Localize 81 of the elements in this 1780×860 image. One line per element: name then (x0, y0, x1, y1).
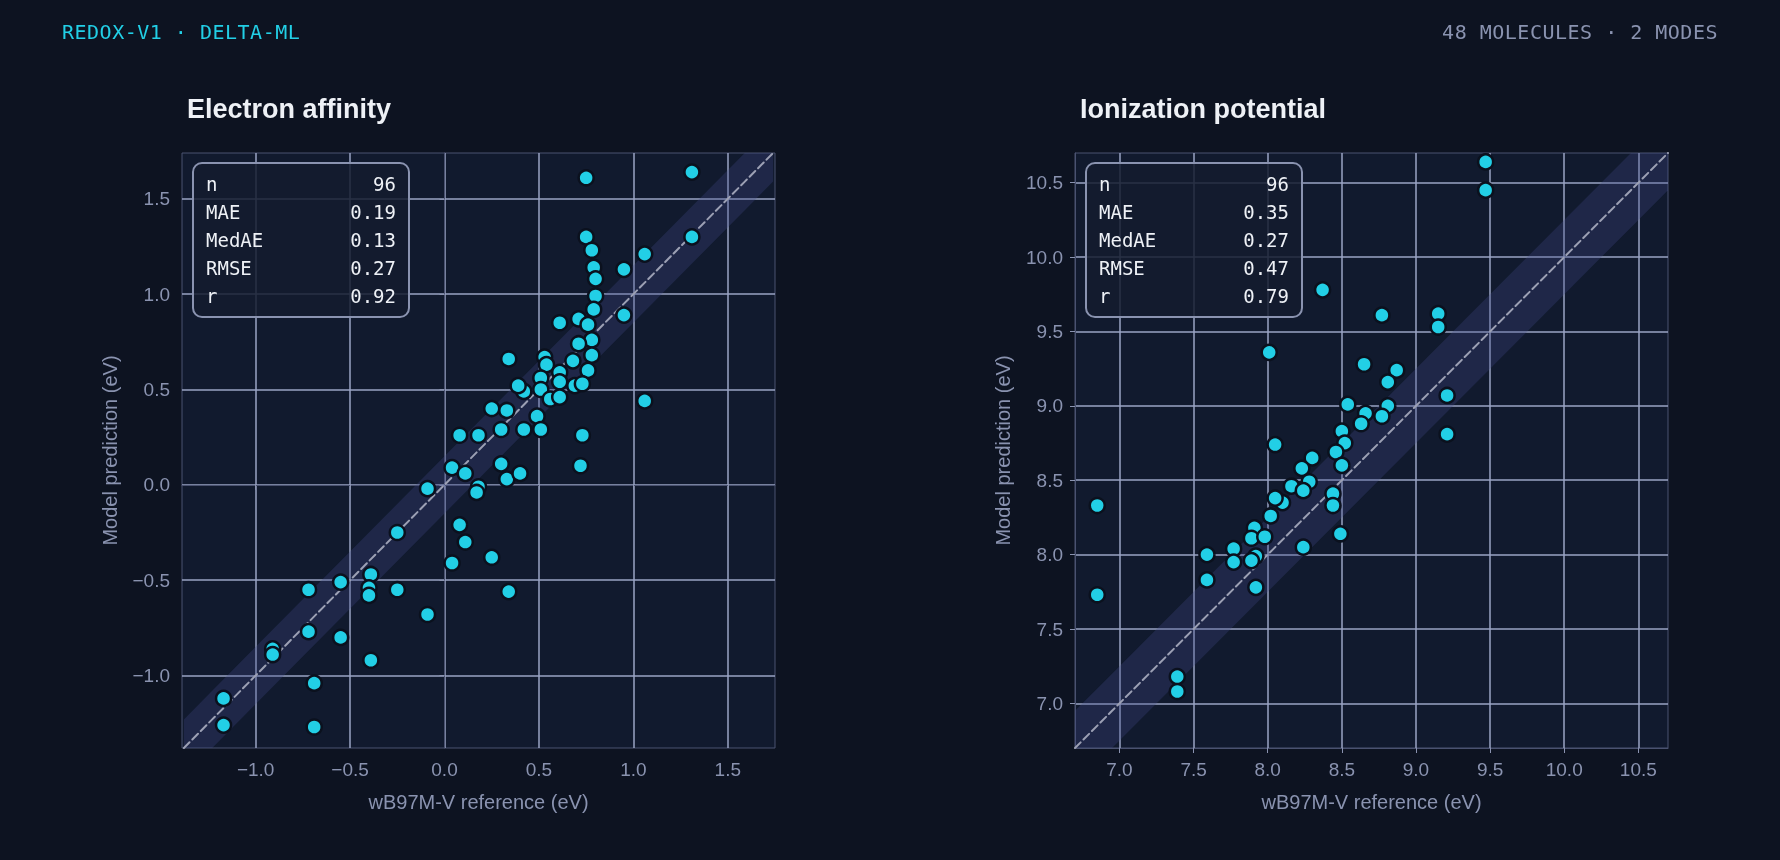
point (1256, 528, 1274, 546)
text: r 0.79 (1099, 285, 1289, 307)
text: RMSE 0.27 (206, 257, 396, 279)
text: REDOX-V1 · DELTA-ML (62, 20, 301, 44)
y-tick-label: 9.5 (1036, 321, 1063, 342)
x-tick-label: 7.5 (1180, 759, 1207, 780)
y-tick-label: 1.5 (143, 188, 170, 210)
y-tick-label: −0.5 (132, 569, 170, 591)
y-tick-label: 10.5 (1026, 172, 1063, 194)
point (1260, 343, 1278, 362)
x-tick-label: 10.5 (1619, 759, 1657, 780)
point (1355, 355, 1373, 373)
point (1261, 507, 1280, 525)
text: RMSE 0.47 (1099, 257, 1289, 279)
y-axis-title: Model prediction (eV) (992, 355, 1014, 546)
y-tick-label: 8.0 (1036, 544, 1063, 566)
chart-title: Electron affinity (187, 93, 392, 124)
point (1476, 181, 1495, 199)
point (1476, 153, 1495, 171)
text: MedAE 0.27 (1099, 229, 1289, 251)
x-tick-label: 0.0 (431, 759, 458, 780)
point (1168, 667, 1187, 686)
point (1198, 545, 1216, 564)
point (1242, 551, 1261, 570)
text: 48 MOLECULES · 2 MODES (1442, 20, 1718, 44)
x-tick-label: 9.0 (1402, 759, 1430, 780)
x-tick-label: 1.0 (620, 759, 647, 780)
point (1293, 459, 1311, 478)
point (1331, 525, 1350, 543)
text: MAE 0.35 (1099, 201, 1289, 223)
point (1294, 538, 1313, 556)
x-tick-label: 8.5 (1328, 759, 1356, 780)
point (1327, 443, 1345, 461)
y-tick-label: 10.0 (1026, 246, 1063, 268)
x-tick-label: 10.0 (1545, 759, 1583, 780)
text: MAE 0.19 (206, 201, 396, 223)
text: r 0.92 (206, 285, 396, 307)
x-tick-label: 0.5 (525, 759, 553, 780)
x-axis-title: wB97M-V reference (eV) (367, 791, 589, 813)
point (1373, 407, 1391, 426)
y-tick-label: 7.0 (1036, 692, 1063, 714)
y-tick-label: 0.0 (143, 474, 170, 496)
text: n 96 (206, 173, 396, 195)
point (1303, 449, 1321, 467)
point (1438, 386, 1456, 405)
x-tick-label: 8.0 (1254, 759, 1281, 780)
point (1198, 571, 1216, 589)
point (1373, 306, 1391, 324)
x-tick-label: 7.0 (1106, 759, 1133, 780)
text: n 96 (1099, 173, 1289, 195)
point (1438, 425, 1456, 443)
chart-title: Ionization potential (1080, 93, 1326, 124)
y-tick-label: 1.0 (143, 283, 170, 305)
point (1266, 435, 1284, 454)
point (1294, 481, 1313, 500)
point (1313, 281, 1332, 299)
point (1333, 456, 1351, 475)
y-axis-title: Model prediction (eV) (99, 355, 121, 546)
point (1266, 489, 1284, 507)
point (1339, 395, 1357, 414)
x-tick-label: 9.5 (1476, 759, 1504, 780)
y-tick-label: 7.5 (1036, 618, 1063, 640)
point (1224, 553, 1243, 571)
y-tick-label: 9.0 (1036, 395, 1063, 417)
y-tick-label: 8.5 (1036, 469, 1063, 491)
point (1379, 373, 1397, 391)
text: MedAE 0.13 (206, 229, 396, 251)
point (1429, 318, 1447, 336)
y-tick-label: 0.5 (143, 378, 170, 400)
point (1168, 682, 1187, 701)
x-tick-label: −1.0 (236, 759, 275, 780)
x-tick-label: −0.5 (331, 759, 369, 780)
point (1088, 496, 1106, 515)
point (1387, 361, 1406, 379)
point (1088, 586, 1106, 604)
y-tick-label: −1.0 (132, 665, 170, 687)
x-tick-label: 1.5 (714, 759, 741, 780)
point (1324, 496, 1342, 515)
x-axis-title: wB97M-V reference (eV) (1260, 791, 1482, 813)
point (1352, 414, 1370, 433)
point (1247, 578, 1265, 597)
